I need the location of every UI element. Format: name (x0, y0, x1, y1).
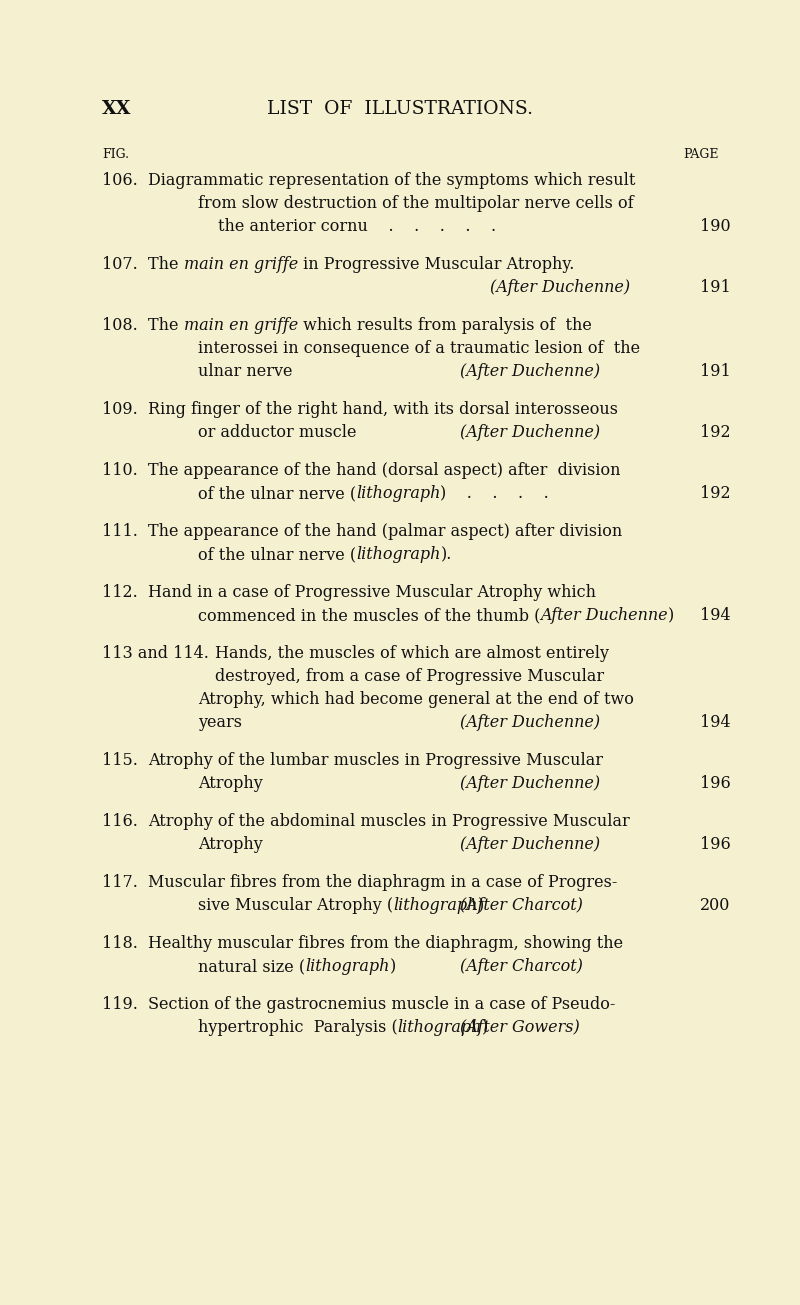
Text: 196: 196 (700, 837, 730, 853)
Text: 196: 196 (700, 775, 730, 792)
Text: 108.: 108. (102, 317, 138, 334)
Text: 194: 194 (700, 607, 730, 624)
Text: The appearance of the hand (dorsal aspect) after  division: The appearance of the hand (dorsal aspec… (148, 462, 621, 479)
Text: 111.: 111. (102, 523, 138, 540)
Text: Atrophy: Atrophy (198, 775, 262, 792)
Text: hypertrophic  Paralysis (: hypertrophic Paralysis ( (198, 1019, 398, 1036)
Text: Atrophy: Atrophy (198, 837, 262, 853)
Text: natural size (: natural size ( (198, 958, 305, 975)
Text: The: The (148, 317, 184, 334)
Text: years: years (198, 714, 242, 731)
Text: Atrophy, which had become general at the end of two: Atrophy, which had become general at the… (198, 692, 634, 709)
Text: of the ulnar nerve (: of the ulnar nerve ( (198, 485, 356, 502)
Text: LIST  OF  ILLUSTRATIONS.: LIST OF ILLUSTRATIONS. (267, 100, 533, 117)
Text: (After Gowers): (After Gowers) (460, 1019, 580, 1036)
Text: 192: 192 (700, 485, 730, 502)
Text: (After Duchenne): (After Duchenne) (460, 424, 600, 441)
Text: sive Muscular Atrophy (: sive Muscular Atrophy ( (198, 897, 393, 914)
Text: from slow destruction of the multipolar nerve cells of: from slow destruction of the multipolar … (198, 194, 634, 211)
Text: lithograph: lithograph (393, 897, 478, 914)
Text: (After Duchenne): (After Duchenne) (460, 775, 600, 792)
Text: interossei in consequence of a traumatic lesion of  the: interossei in consequence of a traumatic… (198, 341, 640, 358)
Text: Ring finger of the right hand, with its dorsal interosseous: Ring finger of the right hand, with its … (148, 401, 618, 418)
Text: The: The (148, 256, 184, 273)
Text: 191: 191 (700, 363, 730, 380)
Text: Healthy muscular fibres from the diaphragm, showing the: Healthy muscular fibres from the diaphra… (148, 934, 623, 953)
Text: main en griffe: main en griffe (184, 317, 298, 334)
Text: ).: ). (441, 545, 452, 562)
Text: (After Duchenne): (After Duchenne) (490, 279, 630, 296)
Text: 109.: 109. (102, 401, 138, 418)
Text: ): ) (482, 1019, 488, 1036)
Text: Section of the gastrocnemius muscle in a case of Pseudo-: Section of the gastrocnemius muscle in a… (148, 996, 615, 1013)
Text: ): ) (390, 958, 396, 975)
Text: commenced in the muscles of the thumb (: commenced in the muscles of the thumb ( (198, 607, 540, 624)
Text: destroyed, from a case of Progressive Muscular: destroyed, from a case of Progressive Mu… (215, 668, 604, 685)
Text: 106.: 106. (102, 172, 138, 189)
Text: 192: 192 (700, 424, 730, 441)
Text: lithograph: lithograph (356, 485, 441, 502)
Text: of the ulnar nerve (: of the ulnar nerve ( (198, 545, 356, 562)
Text: lithograph: lithograph (305, 958, 390, 975)
Text: After Duchenne: After Duchenne (540, 607, 668, 624)
Text: (After Charcot): (After Charcot) (460, 958, 583, 975)
Text: 110.: 110. (102, 462, 138, 479)
Text: ulnar nerve: ulnar nerve (198, 363, 293, 380)
Text: 117.: 117. (102, 874, 138, 891)
Text: Atrophy of the abdominal muscles in Progressive Muscular: Atrophy of the abdominal muscles in Prog… (148, 813, 630, 830)
Text: XX: XX (102, 100, 131, 117)
Text: Atrophy of the lumbar muscles in Progressive Muscular: Atrophy of the lumbar muscles in Progres… (148, 752, 603, 769)
Text: ): ) (668, 607, 674, 624)
Text: main en griffe: main en griffe (184, 256, 298, 273)
Text: 191: 191 (700, 279, 730, 296)
Text: (After Duchenne): (After Duchenne) (460, 363, 600, 380)
Text: 194: 194 (700, 714, 730, 731)
Text: 119.: 119. (102, 996, 138, 1013)
Text: lithograph: lithograph (356, 545, 441, 562)
Text: (After Charcot): (After Charcot) (460, 897, 583, 914)
Text: ): ) (478, 897, 484, 914)
Text: or adductor muscle: or adductor muscle (198, 424, 357, 441)
Text: .    .    .    .    .: . . . . . (368, 218, 496, 235)
Text: in Progressive Muscular Atrophy.: in Progressive Muscular Atrophy. (298, 256, 574, 273)
Text: Hand in a case of Progressive Muscular Atrophy which: Hand in a case of Progressive Muscular A… (148, 585, 596, 602)
Text: FIG.: FIG. (102, 147, 129, 161)
Text: which results from paralysis of  the: which results from paralysis of the (298, 317, 592, 334)
Text: 200: 200 (700, 897, 730, 914)
Text: 116.: 116. (102, 813, 138, 830)
Text: 190: 190 (700, 218, 730, 235)
Text: PAGE: PAGE (683, 147, 718, 161)
Text: 113 and 114.: 113 and 114. (102, 645, 209, 662)
Text: The appearance of the hand (palmar aspect) after division: The appearance of the hand (palmar aspec… (148, 523, 622, 540)
Text: lithograph: lithograph (398, 1019, 482, 1036)
Text: 107.: 107. (102, 256, 138, 273)
Text: (After Duchenne): (After Duchenne) (460, 714, 600, 731)
Text: Muscular fibres from the diaphragm in a case of Progres-: Muscular fibres from the diaphragm in a … (148, 874, 618, 891)
Text: (After Duchenne): (After Duchenne) (460, 837, 600, 853)
Text: Diagrammatic representation of the symptoms which result: Diagrammatic representation of the sympt… (148, 172, 635, 189)
Text: )    .    .    .    .: ) . . . . (441, 485, 550, 502)
Text: 115.: 115. (102, 752, 138, 769)
Text: 112.: 112. (102, 585, 138, 602)
Text: the anterior cornu: the anterior cornu (218, 218, 368, 235)
Text: Hands, the muscles of which are almost entirely: Hands, the muscles of which are almost e… (215, 645, 609, 662)
Text: 118.: 118. (102, 934, 138, 953)
